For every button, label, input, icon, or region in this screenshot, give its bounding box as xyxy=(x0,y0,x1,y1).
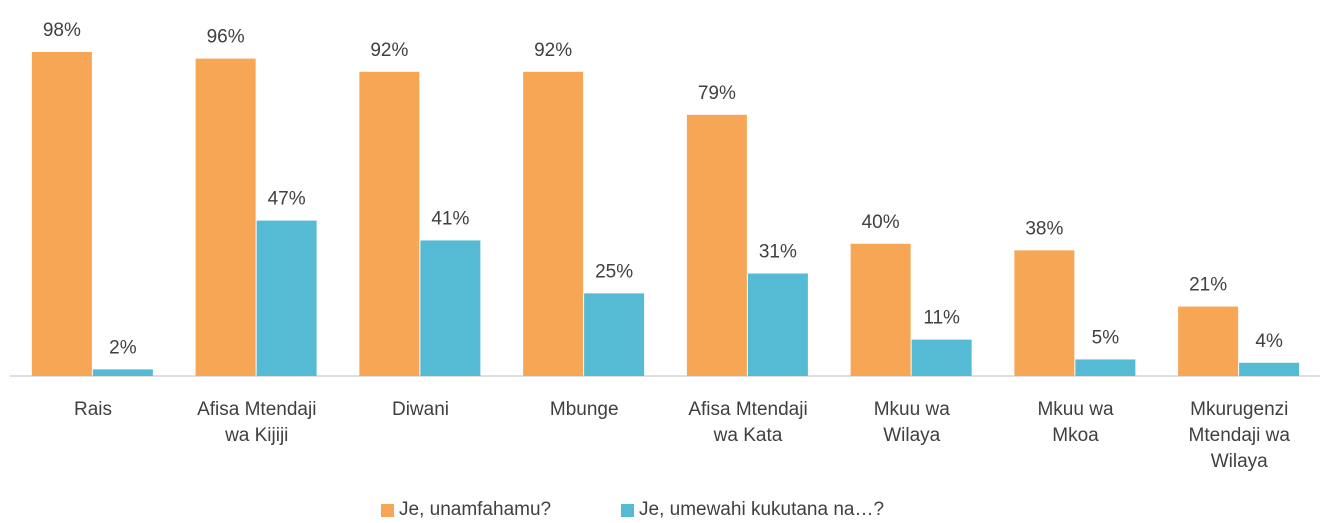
bar xyxy=(195,58,256,376)
legend-item: Je, unamfahamu? xyxy=(381,499,551,521)
data-label: 98% xyxy=(43,20,81,41)
data-label: 79% xyxy=(698,83,736,104)
bar xyxy=(1178,306,1239,376)
legend-label: Je, unamfahamu? xyxy=(399,499,552,520)
bar xyxy=(523,71,584,376)
bar xyxy=(747,273,808,376)
bar xyxy=(911,339,972,376)
bar xyxy=(256,220,317,376)
data-label: 31% xyxy=(759,242,797,263)
bar xyxy=(359,71,420,376)
data-label: 25% xyxy=(595,261,633,282)
x-tick-label: Diwani xyxy=(391,399,450,420)
x-tick-label: Afisa Mtendaji wa Kata xyxy=(688,399,808,446)
x-tick-label: Afisa Mtendaji wa Kijiji xyxy=(197,399,317,446)
data-label: 4% xyxy=(1255,331,1283,352)
data-label: 92% xyxy=(370,40,408,61)
legend-swatch xyxy=(621,503,634,517)
data-label: 47% xyxy=(268,189,306,210)
x-tick-label: Mkuu wa Wilaya xyxy=(873,399,950,446)
bar xyxy=(584,293,645,376)
bar xyxy=(31,52,92,376)
data-label: 92% xyxy=(534,40,572,61)
data-label: 40% xyxy=(862,212,900,233)
data-label: 41% xyxy=(431,208,469,229)
bar xyxy=(1239,362,1300,376)
data-label: 2% xyxy=(109,337,137,358)
data-label: 5% xyxy=(1092,327,1120,348)
data-label: 21% xyxy=(1189,275,1227,296)
data-label: 38% xyxy=(1025,218,1063,239)
bar xyxy=(420,240,481,376)
bar xyxy=(1075,359,1136,376)
legend-label: Je, umewahi kukutana na…? xyxy=(639,499,885,520)
x-tick-label: Mkuu wa Mkoa xyxy=(1037,399,1114,446)
legend-swatch xyxy=(381,503,394,517)
x-tick-label: Mbunge xyxy=(549,399,619,420)
bar xyxy=(92,369,153,376)
bar xyxy=(686,114,747,376)
x-tick-label: Mkurugenzi Mtendaji wa Wilaya xyxy=(1188,399,1290,472)
x-tick-label: Rais xyxy=(73,399,112,420)
data-label: 11% xyxy=(923,308,960,329)
bar xyxy=(1014,250,1075,376)
bar xyxy=(850,243,911,376)
data-label: 96% xyxy=(207,27,245,48)
legend-item: Je, umewahi kukutana na…? xyxy=(621,499,884,521)
